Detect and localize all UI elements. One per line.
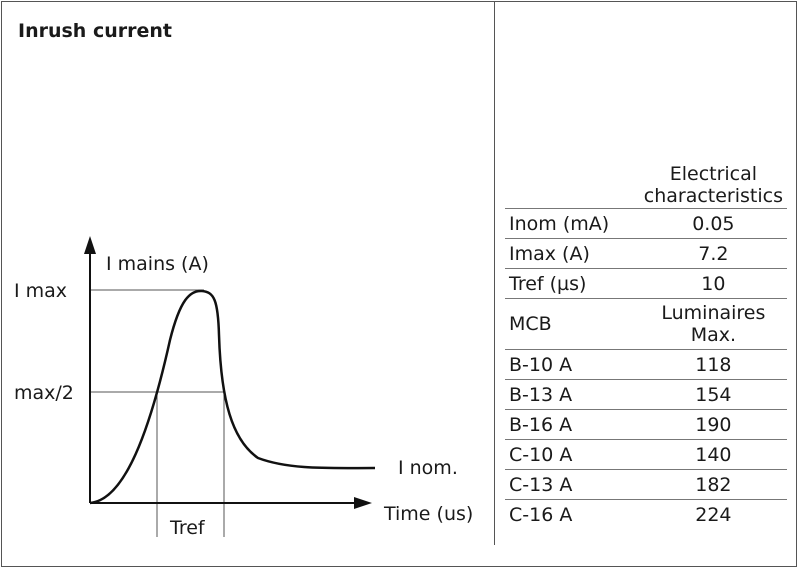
row-key: B-16 A [505, 409, 640, 440]
row-key: B-10 A [505, 349, 640, 380]
row-key: Imax (A) [505, 238, 640, 269]
row-key: Inom (mA) [505, 208, 640, 239]
table-row: C-16 A 224 [505, 500, 787, 530]
y-axis-arrow-icon [84, 236, 96, 254]
mcb-header: Luminaires Max. [639, 298, 787, 350]
x-axis-label: Time (us) [383, 503, 473, 525]
x-axis-arrow-icon [354, 497, 372, 509]
inrush-curve [89, 289, 376, 505]
imax-label: I max [14, 280, 67, 302]
row-key: C-10 A [505, 439, 640, 470]
row-key: C-13 A [505, 469, 640, 500]
table-row: Imax (A) 7.2 [505, 238, 787, 269]
table-row: Inom (mA) 0.05 [505, 208, 787, 239]
table-corner [505, 162, 640, 209]
row-value: 140 [639, 439, 787, 470]
row-key: C-16 A [509, 503, 573, 526]
table-row: B-16 A 190 [505, 409, 787, 440]
inrush-diagram: I mains (A) I max max/2 I nom. Time (us)… [14, 236, 473, 539]
mcb-header-row: MCB Luminaires Max. [505, 298, 787, 350]
row-value: 0.05 [639, 208, 787, 239]
y-axis-label: I mains (A) [106, 253, 209, 275]
row-key: Tref (µs) [505, 268, 640, 299]
half-max-label: max/2 [14, 382, 74, 404]
table-row: B-10 A 118 [505, 349, 787, 380]
row-value: 118 [639, 349, 787, 380]
row-value: 224 [695, 503, 732, 526]
table-row: Tref (µs) 10 [505, 268, 787, 299]
row-value: 190 [639, 409, 787, 440]
row-key: B-13 A [505, 379, 640, 410]
table-row: C-13 A 182 [505, 469, 787, 500]
inom-label: I nom. [398, 457, 458, 479]
table-header: Electrical characteristics [639, 162, 787, 209]
panel-divider [494, 1, 495, 545]
tref-label: Tref [169, 517, 206, 539]
row-value: 10 [639, 268, 787, 299]
row-value: 7.2 [639, 238, 787, 269]
table-row: B-13 A 154 [505, 379, 787, 410]
table-row: C-10 A 140 [505, 439, 787, 470]
mcb-label: MCB [505, 298, 640, 350]
electrical-characteristics-table: Electrical characteristics Inom (mA) 0.0… [505, 162, 787, 529]
page-title: Inrush current [18, 20, 172, 42]
row-value: 182 [639, 469, 787, 500]
row-value: 154 [639, 379, 787, 410]
